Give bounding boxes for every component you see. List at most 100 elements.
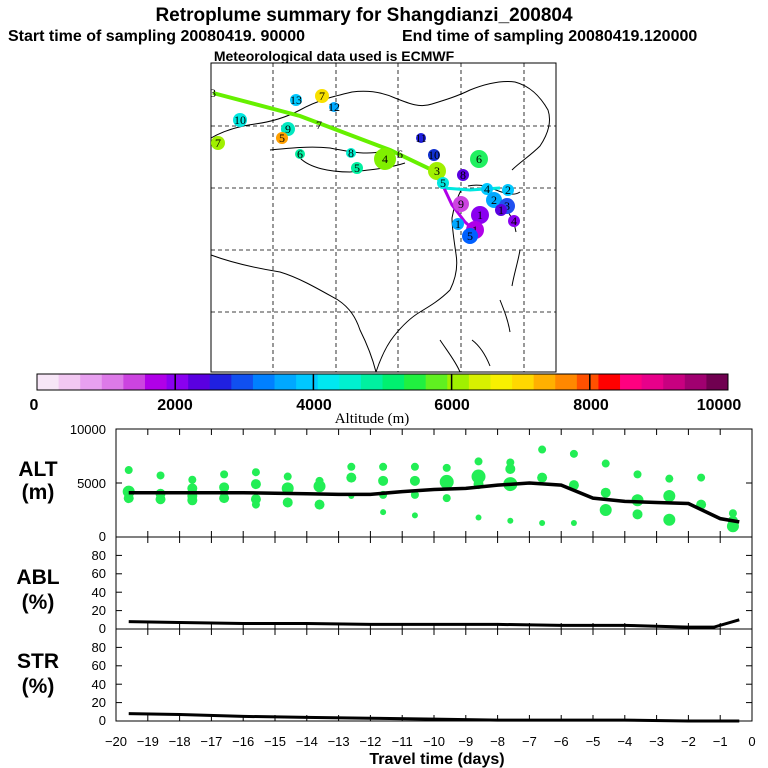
trajectory-map: 313712109577685461110635842923141151 bbox=[210, 62, 557, 373]
alt-point bbox=[600, 487, 611, 498]
colorbar-cell bbox=[382, 374, 405, 390]
colorbar-cell bbox=[490, 374, 513, 390]
alt-point bbox=[123, 493, 134, 504]
abl-panel-frame bbox=[115, 536, 753, 630]
map-marker-label: 1 bbox=[498, 203, 504, 217]
map-marker-24: 2 bbox=[486, 192, 502, 208]
alt-point bbox=[283, 472, 292, 481]
map-marker-label: 7 bbox=[319, 89, 325, 103]
map-marker-label: 10 bbox=[234, 113, 246, 127]
x-tick-label: −10 bbox=[423, 734, 445, 749]
alt-point bbox=[409, 475, 420, 486]
map-marker-dot bbox=[329, 102, 339, 112]
colorbar-cell bbox=[576, 374, 599, 390]
x-tick-label: −14 bbox=[296, 734, 318, 749]
alt-point bbox=[728, 509, 737, 518]
map-marker-21: 4 bbox=[481, 182, 493, 196]
str-ytick-20: 20 bbox=[92, 695, 106, 710]
x-tick-label: −18 bbox=[169, 734, 191, 749]
alt-point bbox=[663, 489, 676, 502]
alt-point bbox=[379, 462, 388, 471]
alt-point bbox=[471, 469, 486, 484]
alt-point bbox=[632, 509, 643, 520]
colorbar-tick-10000: 10000 bbox=[697, 397, 742, 414]
colorbar-tick-labels: 0 2000 4000 6000 8000 10000 bbox=[30, 397, 742, 414]
map-marker-label: 3 bbox=[434, 164, 440, 178]
abl-ytick-80: 80 bbox=[92, 548, 106, 563]
str-ytick-0: 0 bbox=[99, 713, 106, 728]
colorbar-cell bbox=[404, 374, 427, 390]
map-marker-22: 2 bbox=[502, 183, 514, 197]
str-panel-frame bbox=[115, 628, 753, 722]
map-marker-dot bbox=[428, 162, 446, 180]
x-tick-label: −12 bbox=[359, 734, 381, 749]
map-frame bbox=[210, 62, 557, 373]
colorbar-cell bbox=[231, 374, 254, 390]
colorbar-cell bbox=[339, 374, 362, 390]
alt-ylabel-line2: (m) bbox=[22, 481, 55, 504]
map-marker-dot bbox=[462, 228, 478, 244]
abl-ylabel-line2: (%) bbox=[22, 591, 55, 614]
map-marker-dot bbox=[495, 204, 507, 216]
x-tick-label: −9 bbox=[458, 734, 473, 749]
map-marker-dot bbox=[437, 177, 449, 189]
alt-point bbox=[726, 520, 739, 533]
map-marker-label: 2 bbox=[505, 183, 511, 197]
alt-point bbox=[250, 479, 261, 490]
map-marker-label: 5 bbox=[279, 131, 285, 145]
map-marker-dot bbox=[452, 218, 464, 230]
alt-point bbox=[538, 445, 547, 454]
map-marker-dot bbox=[276, 132, 288, 144]
map-marker-17: 6 bbox=[470, 150, 488, 168]
map-marker-27: 4 bbox=[508, 214, 520, 228]
str-ytick-60: 60 bbox=[92, 658, 106, 673]
colorbar-cell bbox=[684, 374, 707, 390]
start-time-label: Start time of sampling 20080419. 90000 bbox=[8, 28, 305, 45]
map-marker-7: 5 bbox=[276, 131, 288, 145]
abl-ytick-60: 60 bbox=[92, 566, 106, 581]
map-marker-label: 6 bbox=[397, 147, 403, 161]
str-ylabel-line1: STR bbox=[17, 650, 59, 673]
colorbar-cell bbox=[620, 374, 643, 390]
x-tick-label: −13 bbox=[328, 734, 350, 749]
alt-point bbox=[251, 468, 260, 477]
map-coastlines bbox=[210, 81, 551, 373]
alt-point bbox=[601, 459, 610, 468]
map-marker-label: 5 bbox=[354, 161, 360, 175]
map-marker-dot bbox=[290, 94, 302, 106]
alt-point bbox=[314, 499, 325, 510]
x-tick-labels: −20 −19 −18 −17 −16 −15 −14 −13 −12 −11 −10 −9 −8 −7−… bbox=[105, 734, 756, 749]
map-marker-3: 7 bbox=[315, 89, 329, 103]
abl-ytick-0: 0 bbox=[99, 621, 106, 636]
x-tick-label: −16 bbox=[232, 734, 254, 749]
colorbar-cell bbox=[317, 374, 340, 390]
map-marker-dot bbox=[233, 113, 247, 127]
x-tick-label: −4 bbox=[617, 734, 632, 749]
map-marker-4: 12 bbox=[328, 100, 340, 114]
map-marker-label: 3 bbox=[210, 86, 216, 100]
map-marker-23: 9 bbox=[453, 196, 469, 212]
colorbar-cell bbox=[533, 374, 556, 390]
map-marker-dot bbox=[315, 89, 329, 103]
alt-point bbox=[187, 483, 198, 494]
x-tick-label: −5 bbox=[586, 734, 601, 749]
colorbar-cell bbox=[188, 374, 211, 390]
x-tick-label: −17 bbox=[200, 734, 222, 749]
map-marker-6: 9 bbox=[281, 122, 295, 136]
map-marker-label: 2 bbox=[491, 193, 497, 207]
map-marker-dot bbox=[428, 149, 440, 161]
x-axis-label: Travel time (days) bbox=[369, 751, 504, 768]
alt-point bbox=[569, 449, 578, 458]
map-marker-label: 4 bbox=[484, 182, 490, 196]
alt-point bbox=[155, 494, 166, 505]
map-marker-20: 8 bbox=[457, 168, 469, 182]
colorbar-label: Altitude (m) bbox=[335, 411, 410, 427]
map-marker-label: 6 bbox=[297, 147, 303, 161]
map-marker-dot bbox=[211, 136, 225, 150]
x-tick-label: −19 bbox=[137, 734, 159, 749]
map-marker-label: 3 bbox=[504, 199, 510, 213]
x-tick-label: −20 bbox=[105, 734, 127, 749]
alt-point bbox=[442, 463, 451, 472]
colorbar-tick-2000: 2000 bbox=[157, 397, 193, 414]
map-marker-31: 1 bbox=[495, 203, 507, 217]
